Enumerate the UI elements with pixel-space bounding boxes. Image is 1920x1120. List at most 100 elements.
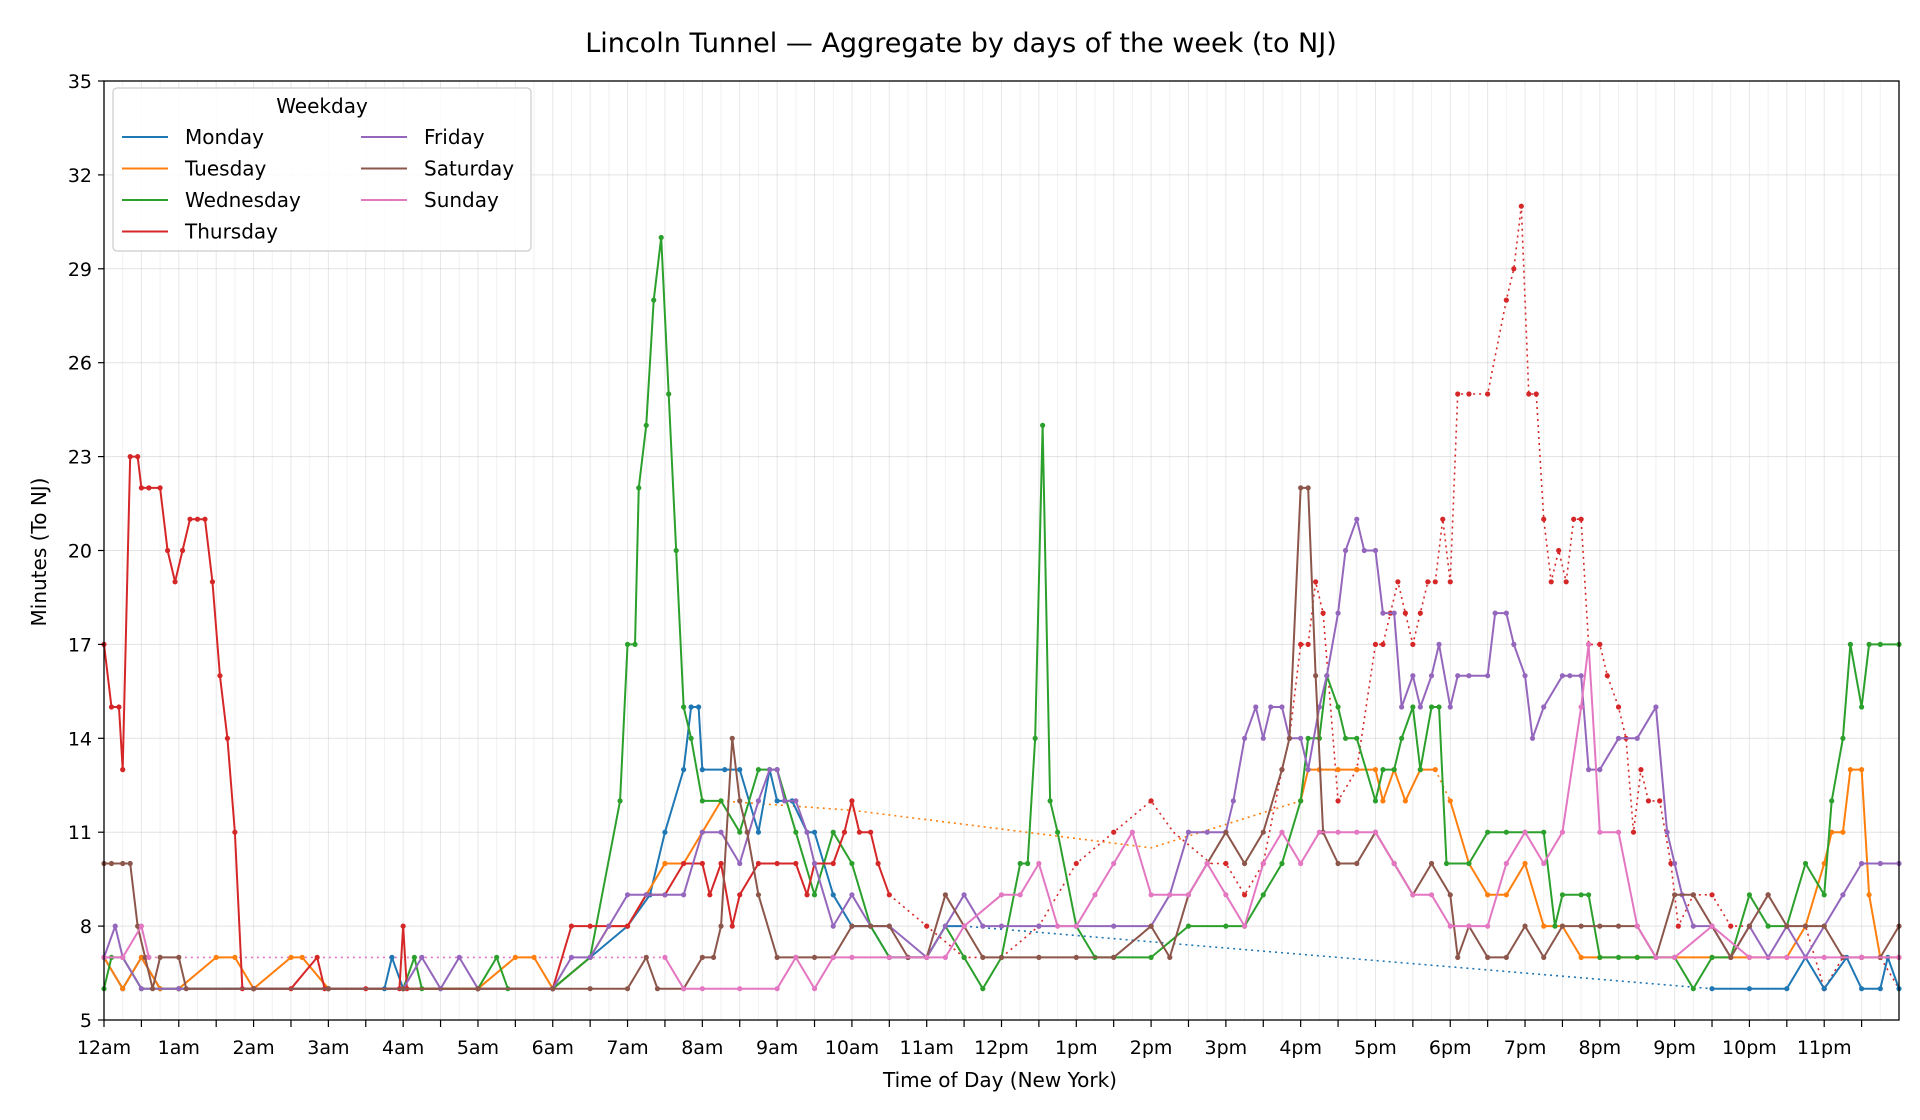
data-point: [1417, 704, 1423, 710]
data-point: [250, 986, 257, 992]
data-point: [1036, 923, 1042, 929]
data-point: [1305, 767, 1311, 773]
legend-label: Thursday: [184, 220, 278, 244]
data-point: [804, 892, 810, 898]
data-point: [1410, 892, 1416, 898]
data-point: [662, 892, 668, 898]
data-point: [1571, 516, 1577, 522]
data-point: [1447, 892, 1453, 898]
data-point: [176, 954, 182, 961]
data-point: [1709, 954, 1715, 961]
gap-links: [148, 203, 1900, 992]
data-point: [1690, 923, 1696, 929]
x-tick-label: 8am: [681, 1037, 723, 1059]
data-point: [224, 735, 231, 741]
data-point: [1017, 892, 1023, 898]
legend-title: Weekday: [276, 94, 368, 118]
data-point: [1668, 860, 1674, 867]
data-point: [1432, 767, 1438, 773]
data-point: [1821, 954, 1827, 961]
data-point: [587, 986, 593, 992]
data-point: [135, 454, 141, 460]
data-point: [1410, 641, 1416, 648]
data-point: [1410, 673, 1416, 679]
data-point: [587, 954, 593, 961]
y-tick-label: 35: [68, 71, 92, 93]
data-point: [146, 485, 152, 491]
data-point: [1485, 923, 1491, 929]
data-point: [1840, 735, 1846, 741]
data-point: [1129, 829, 1135, 835]
data-point: [1455, 954, 1461, 961]
data-point: [1541, 923, 1547, 929]
data-point: [1866, 892, 1872, 898]
data-point: [1765, 892, 1771, 898]
data-point: [980, 954, 986, 961]
data-point: [1847, 767, 1853, 773]
data-point: [998, 954, 1005, 961]
data-point: [1518, 203, 1524, 209]
data-point: [1017, 860, 1023, 867]
data-point: [1342, 735, 1349, 741]
data-point: [737, 986, 743, 992]
data-point: [1380, 798, 1386, 804]
data-point: [1859, 954, 1865, 961]
data-point: [1111, 923, 1117, 929]
data-point: [568, 923, 575, 929]
data-point: [1802, 923, 1809, 929]
data-point: [624, 641, 631, 648]
data-point: [1305, 735, 1311, 741]
data-point: [1829, 798, 1835, 804]
data-point: [961, 923, 967, 929]
data-point: [1111, 860, 1117, 867]
data-point: [1032, 735, 1038, 741]
data-point: [1526, 391, 1532, 397]
x-tick-label: 7pm: [1504, 1037, 1547, 1059]
x-tick-label: 7am: [606, 1037, 648, 1059]
data-point: [1223, 829, 1229, 835]
data-point: [1241, 923, 1248, 929]
y-tick-label: 5: [80, 1010, 92, 1032]
data-point: [1672, 892, 1678, 898]
y-tick-label: 26: [68, 353, 92, 375]
data-point: [654, 986, 661, 992]
data-point: [1578, 704, 1584, 710]
data-point: [108, 704, 115, 710]
data-point: [1847, 641, 1853, 648]
legend-item-sunday: Sunday: [361, 188, 499, 212]
data-point: [1840, 892, 1846, 898]
data-point: [1425, 579, 1431, 585]
data-point: [1241, 860, 1248, 867]
data-point: [1529, 735, 1536, 741]
data-point: [767, 767, 773, 773]
data-point: [1298, 735, 1304, 741]
data-point: [1313, 673, 1319, 679]
data-point: [774, 954, 780, 961]
data-point: [782, 798, 788, 804]
data-point: [681, 986, 687, 992]
data-point: [217, 673, 223, 679]
data-point: [811, 954, 818, 961]
data-point: [1253, 704, 1259, 710]
data-point: [1073, 860, 1079, 867]
data-point: [793, 829, 799, 835]
data-point: [1354, 516, 1360, 522]
data-point: [774, 798, 780, 804]
data-point: [325, 986, 331, 992]
data-point: [1821, 892, 1827, 898]
data-point: [1443, 860, 1450, 867]
data-point: [1578, 954, 1584, 961]
data-point: [744, 829, 750, 835]
data-point: [643, 954, 649, 961]
data-point: [1604, 673, 1610, 679]
data-point: [1305, 641, 1311, 648]
data-point: [886, 892, 892, 898]
data-point: [1728, 923, 1734, 929]
data-point: [142, 954, 148, 961]
data-point: [1025, 860, 1031, 867]
data-point: [1230, 798, 1236, 804]
data-point: [980, 986, 986, 992]
x-axis: 12am 1am 2am 3am 4am 5am 6am 7am 8am 9am 10am 11am 1…: [77, 1020, 1863, 1059]
data-point: [1298, 860, 1304, 867]
data-point: [288, 954, 294, 961]
